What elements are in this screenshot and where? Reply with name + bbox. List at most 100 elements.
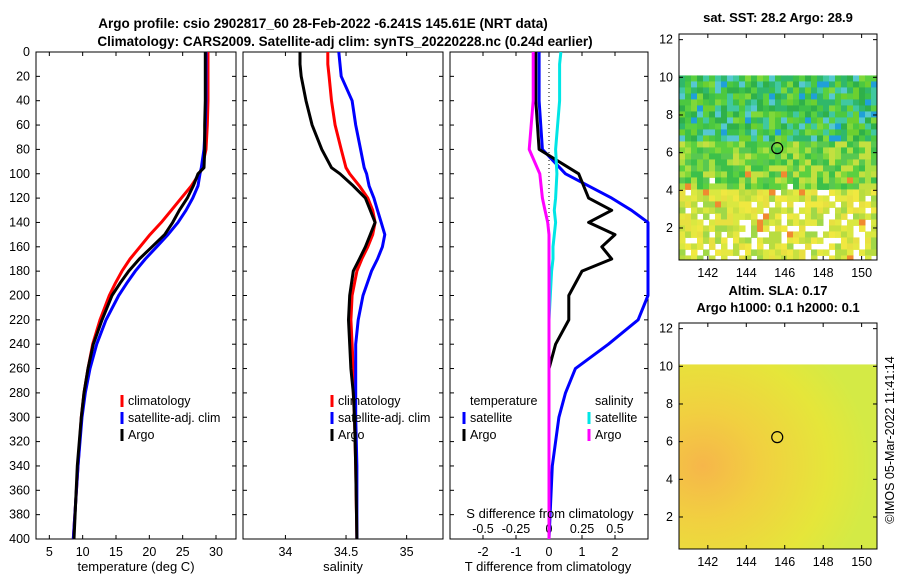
sst-cell [793, 213, 800, 220]
sst-cell [739, 147, 746, 154]
sst-cell [727, 99, 734, 106]
sst-cell [823, 147, 830, 154]
sst-cell [775, 105, 782, 112]
sst-cell [841, 183, 848, 190]
sst-cell [793, 159, 800, 166]
sst-cell [793, 171, 800, 178]
sst-cell [697, 99, 704, 106]
sst-cell [823, 111, 830, 118]
sst-cell [733, 129, 740, 136]
sst-cell [709, 87, 716, 94]
sst-cell [691, 87, 698, 94]
sst-cell [853, 183, 860, 190]
sst-cell [853, 171, 860, 178]
sst-cell [829, 129, 836, 136]
sst-cell [745, 195, 752, 202]
sst-cell [679, 99, 686, 106]
sst-cell [835, 219, 842, 226]
sst-cell [823, 231, 830, 238]
sst-cell [787, 165, 794, 172]
sst-cell [763, 201, 770, 208]
sst-cell [841, 135, 848, 142]
sst-cell [835, 147, 842, 154]
sst-cell [733, 165, 740, 172]
sst-cell [829, 87, 836, 94]
sst-cell [697, 81, 704, 88]
sst-cell [679, 141, 686, 148]
difference-line-2 [547, 51, 563, 539]
sst-cell [691, 219, 698, 226]
difference-top-xlabel: S difference from climatology [466, 506, 634, 521]
sst-cell [697, 153, 704, 160]
sst-cell [703, 111, 710, 118]
sst-cell [727, 195, 734, 202]
sst-cell [835, 129, 842, 136]
sst-cell [835, 207, 842, 214]
sst-cell [871, 147, 877, 154]
sst-cell [817, 117, 824, 124]
sst-cell [847, 165, 854, 172]
sst-cell [829, 141, 836, 148]
sst-cell [865, 99, 872, 106]
sst-cell [793, 153, 800, 160]
sst-cell [793, 135, 800, 142]
sst-cell [685, 243, 692, 250]
sst-cell [751, 171, 758, 178]
sst-cell [805, 213, 812, 220]
sst-cell [793, 111, 800, 118]
sst-cell [841, 201, 848, 208]
sst-cell [829, 165, 836, 172]
sst-cell [709, 123, 716, 130]
sst-cell [709, 147, 716, 154]
sst-cell [805, 147, 812, 154]
sst-cell [799, 207, 806, 214]
sst-cell [805, 129, 812, 136]
sst-cell [763, 153, 770, 160]
sst-cell [805, 105, 812, 112]
sst-cell [805, 87, 812, 94]
sst-cell [811, 249, 818, 256]
map-ytick-label: 4 [666, 472, 673, 486]
sst-cell [859, 129, 866, 136]
sst-cell [769, 213, 776, 220]
sst-cell [853, 243, 860, 250]
sst-cell [781, 243, 788, 250]
sst-cell [811, 189, 818, 196]
sst-cell [769, 81, 776, 88]
sst-cell [805, 183, 812, 190]
sst-cell [763, 255, 770, 260]
sst-cell [871, 75, 877, 82]
sst-cell [865, 153, 872, 160]
sst-cell [853, 165, 860, 172]
ytick-label: 240 [9, 337, 30, 351]
sst-cell [769, 177, 776, 184]
sst-cell [703, 183, 710, 190]
sst-cell [691, 201, 698, 208]
sst-cell [787, 189, 794, 196]
sst-cell [811, 117, 818, 124]
sst-cell [763, 165, 770, 172]
sst-cell [829, 111, 836, 118]
sst-cell [787, 201, 794, 208]
sst-cell [823, 123, 830, 130]
sst-cell [751, 75, 758, 82]
sst-cell [697, 135, 704, 142]
sst-cell [715, 219, 722, 226]
sst-cell [697, 237, 704, 244]
sst-cell [841, 99, 848, 106]
xtick-label: 1 [579, 545, 586, 559]
sst-cell [709, 99, 716, 106]
sst-cell [691, 213, 698, 220]
sst-cell [751, 189, 758, 196]
legend-temp-satellite: satellite [470, 411, 512, 425]
sst-cell [841, 81, 848, 88]
sst-cell [691, 195, 698, 202]
sst-cell [799, 129, 806, 136]
sst-cell [685, 225, 692, 232]
sst-cell [739, 177, 746, 184]
sst-cell [757, 207, 764, 214]
sst-cell [769, 105, 776, 112]
sst-map-title: sat. SST: 28.2 Argo: 28.9 [703, 10, 853, 25]
sst-cell [751, 105, 758, 112]
